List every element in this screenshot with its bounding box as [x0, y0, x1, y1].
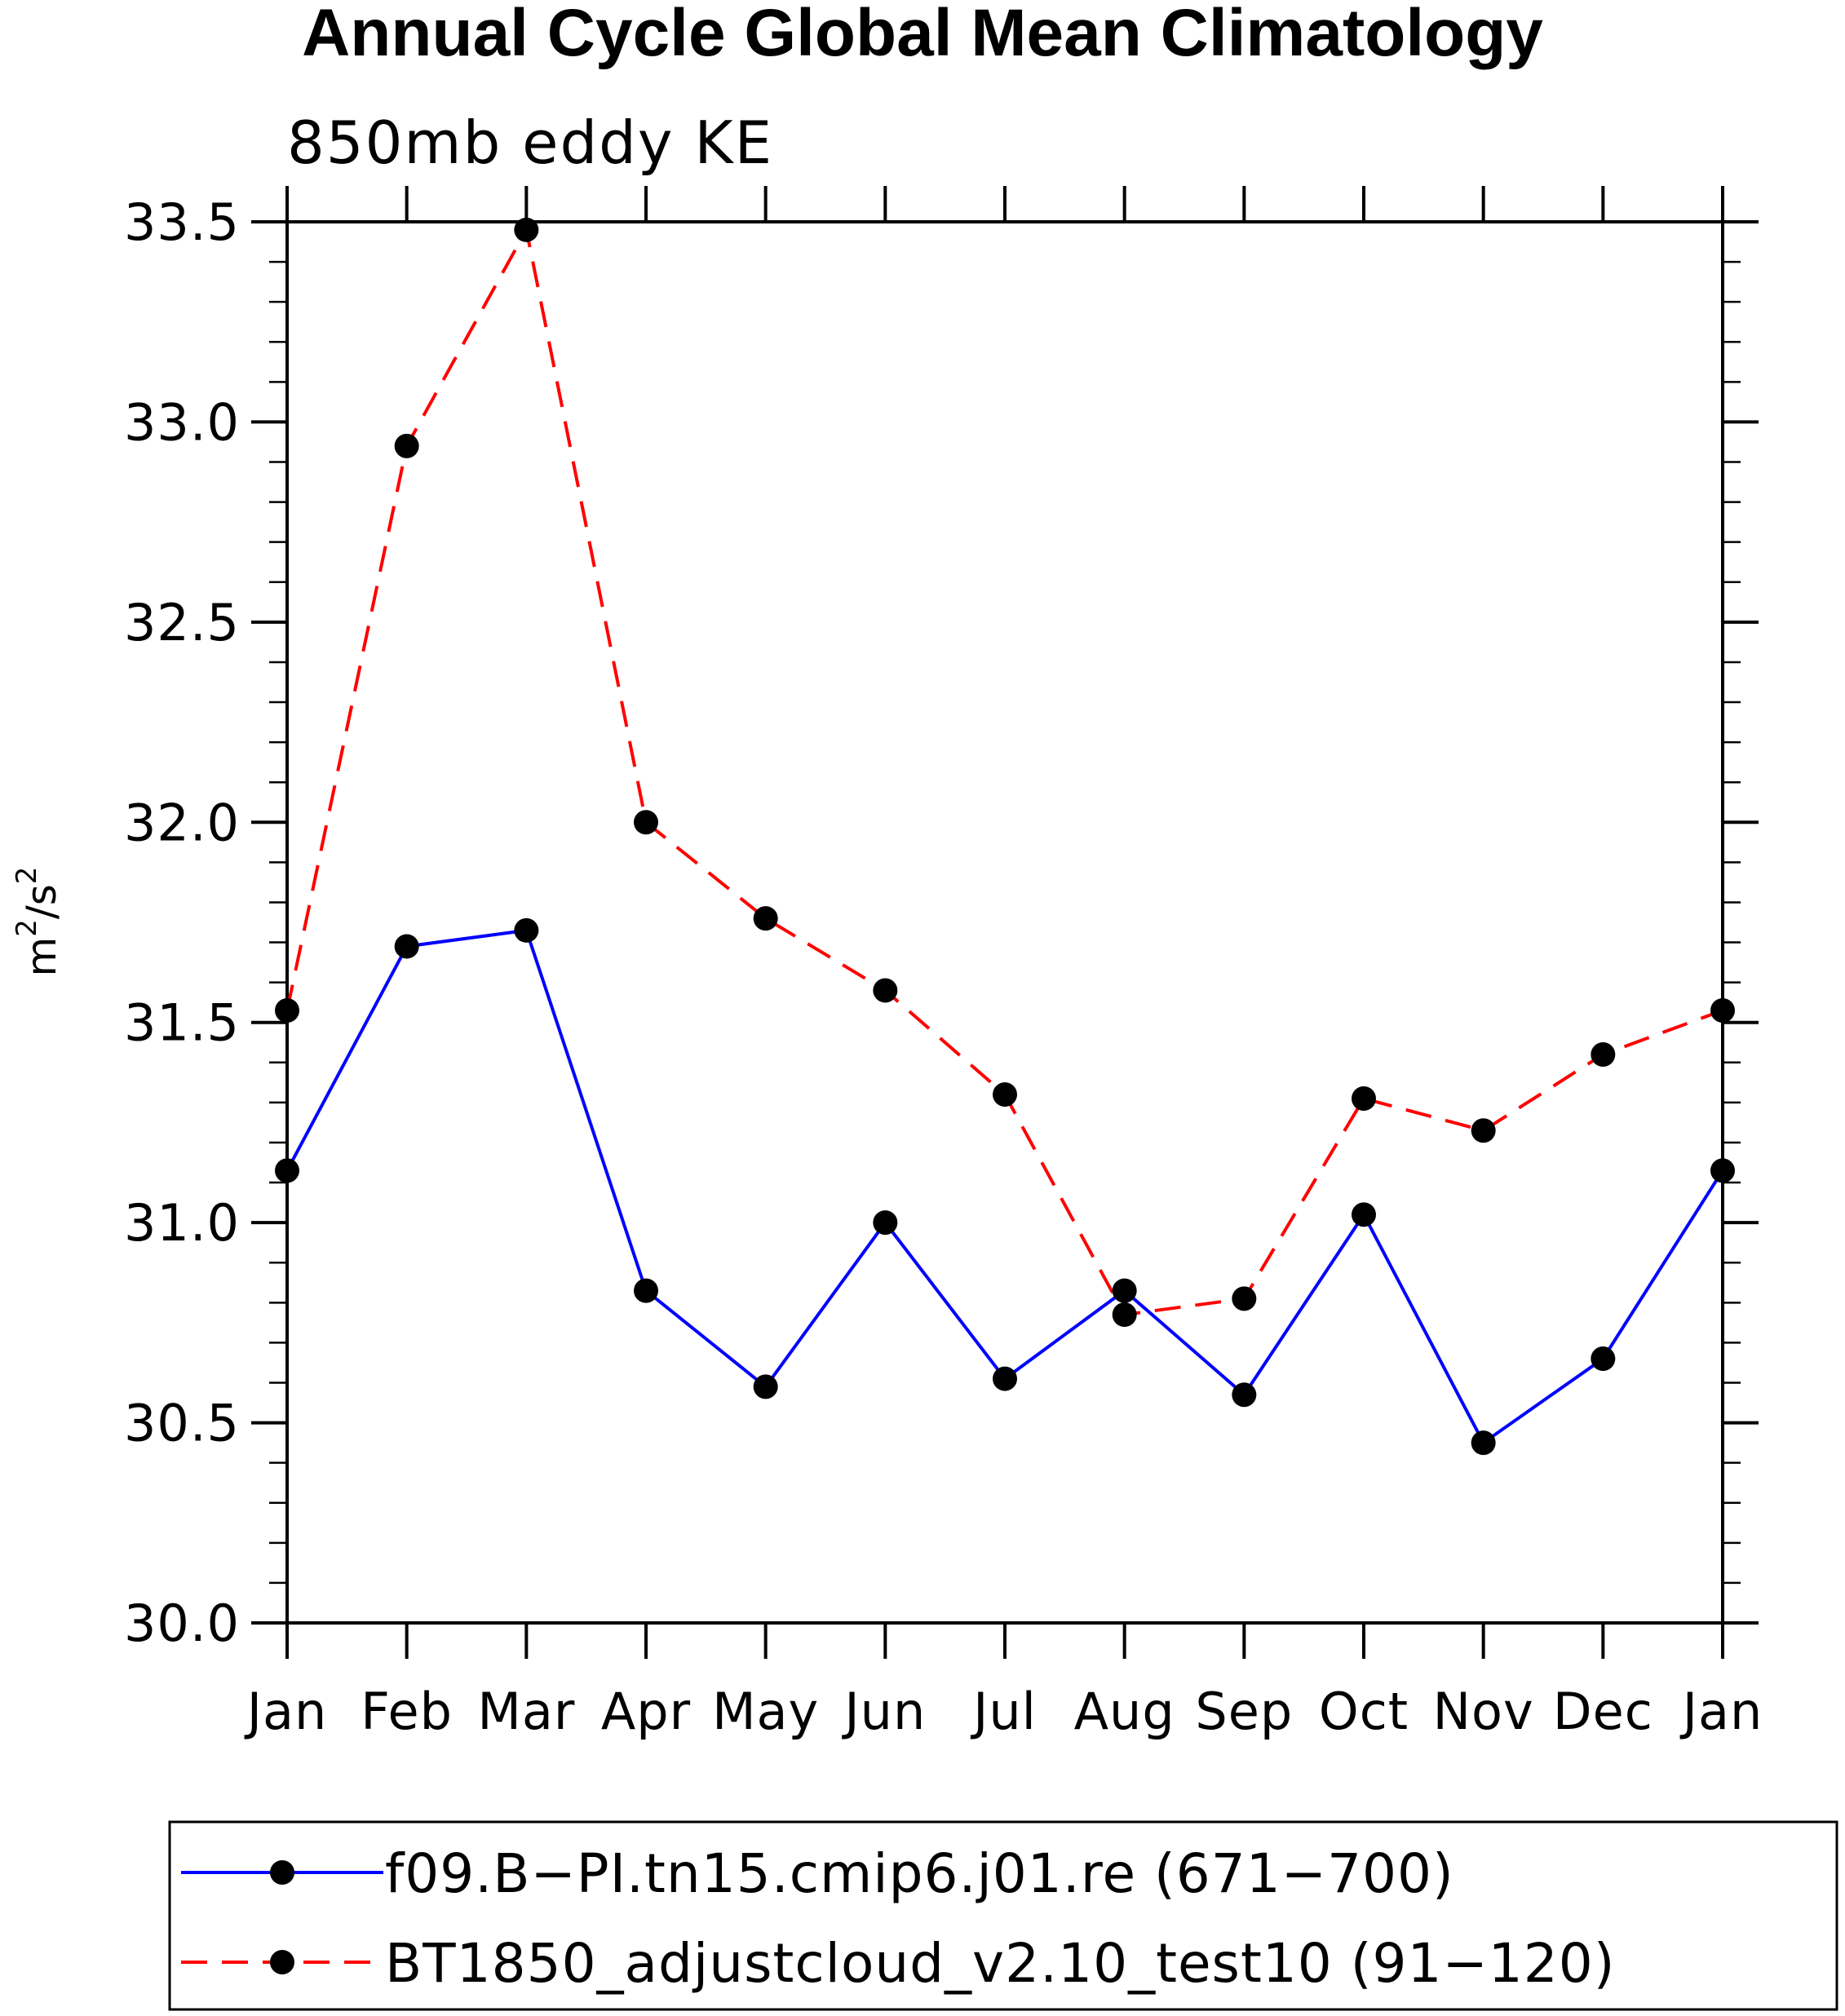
- x-tick-label: May: [712, 1682, 819, 1741]
- data-point-series-2: [1591, 1041, 1616, 1067]
- data-point-series-1: [993, 1366, 1017, 1391]
- y-axis-label-exponent-2: 2: [11, 867, 43, 885]
- y-tick-label: 31.5: [124, 993, 240, 1053]
- legend: f09.B−PI.tn15.cmip6.j01.re (671−700) BT18…: [168, 1820, 1838, 2011]
- data-point-series-1: [634, 1278, 658, 1303]
- x-tick-label: Apr: [601, 1682, 691, 1741]
- data-point-series-2: [1232, 1286, 1257, 1311]
- x-tick-label: Nov: [1433, 1682, 1534, 1741]
- legend-swatch-marker-2: [270, 1950, 294, 1974]
- data-point-series-2: [753, 906, 778, 931]
- data-point-series-1: [1112, 1278, 1137, 1303]
- series-line-2: [285, 225, 1723, 1317]
- data-point-series-1: [394, 934, 419, 959]
- x-tick-label: Jan: [1679, 1682, 1763, 1741]
- x-tick-label: Jul: [970, 1682, 1037, 1741]
- data-point-series-1: [1471, 1430, 1496, 1456]
- data-point-series-1: [1710, 1158, 1735, 1183]
- legend-box: [168, 1820, 1838, 2011]
- data-point-series-2: [275, 997, 299, 1023]
- y-axis-label-divisor: /s: [18, 884, 65, 919]
- data-point-series-2: [873, 978, 898, 1003]
- y-axis-label: m2/s2: [11, 867, 65, 977]
- data-point-series-2: [514, 217, 539, 242]
- data-point-series-2: [394, 433, 419, 458]
- data-point-series-2: [634, 810, 658, 835]
- data-point-series-2: [1471, 1118, 1496, 1143]
- y-tick-label: 32.0: [124, 793, 240, 852]
- y-tick-label: 31.0: [124, 1193, 240, 1253]
- x-tick-label: Mar: [477, 1682, 575, 1741]
- data-point-series-2: [1352, 1085, 1376, 1111]
- x-tick-label: Dec: [1553, 1682, 1653, 1741]
- legend-label-2: BT1850_adjustcloud_v2.10_test10 (91−120): [385, 1932, 1616, 1995]
- plot-area: 30.0 30.5 31.0 31.5 32.0 32.5 33.0 33.5 Jan Feb Ma…: [124, 186, 1763, 1741]
- data-point-series-1: [753, 1374, 778, 1399]
- data-point-series-1: [1591, 1346, 1616, 1372]
- x-tick-label: Oct: [1319, 1682, 1409, 1741]
- y-tick-label: 32.5: [124, 593, 240, 652]
- data-point-series-2: [993, 1082, 1017, 1107]
- y-tick-label: 30.5: [124, 1394, 240, 1453]
- legend-label-1: f09.B−PI.tn15.cmip6.j01.re (671−700): [385, 1842, 1454, 1905]
- x-tick-label: Sep: [1195, 1682, 1293, 1741]
- chart-title: Annual Cycle Global Mean Climatology: [302, 0, 1543, 70]
- y-tick-label: 33.5: [124, 192, 240, 252]
- y-tick-label: 30.0: [124, 1594, 240, 1653]
- data-point-series-2: [1710, 997, 1735, 1023]
- legend-swatch-marker-1: [270, 1860, 294, 1885]
- data-point-series-1: [1232, 1382, 1257, 1408]
- y-axis-label-unit: m: [18, 937, 65, 977]
- x-tick-label: Jun: [841, 1682, 926, 1741]
- x-tick-label: Aug: [1074, 1682, 1175, 1741]
- series-line-1: [285, 928, 1724, 1446]
- data-point-series-2: [1112, 1302, 1137, 1328]
- plot-frame: [285, 220, 1724, 1625]
- x-tick-label: Jan: [244, 1682, 328, 1741]
- y-tick-label: 33.0: [124, 392, 240, 452]
- y-axis-label-exponent: 2: [11, 919, 43, 937]
- data-point-series-1: [1352, 1202, 1376, 1227]
- chart-subtitle: 850mb eddy KE: [287, 108, 773, 177]
- data-point-series-1: [275, 1158, 299, 1183]
- data-point-series-1: [514, 917, 539, 943]
- data-point-series-1: [873, 1210, 898, 1236]
- x-tick-label: Feb: [361, 1682, 453, 1741]
